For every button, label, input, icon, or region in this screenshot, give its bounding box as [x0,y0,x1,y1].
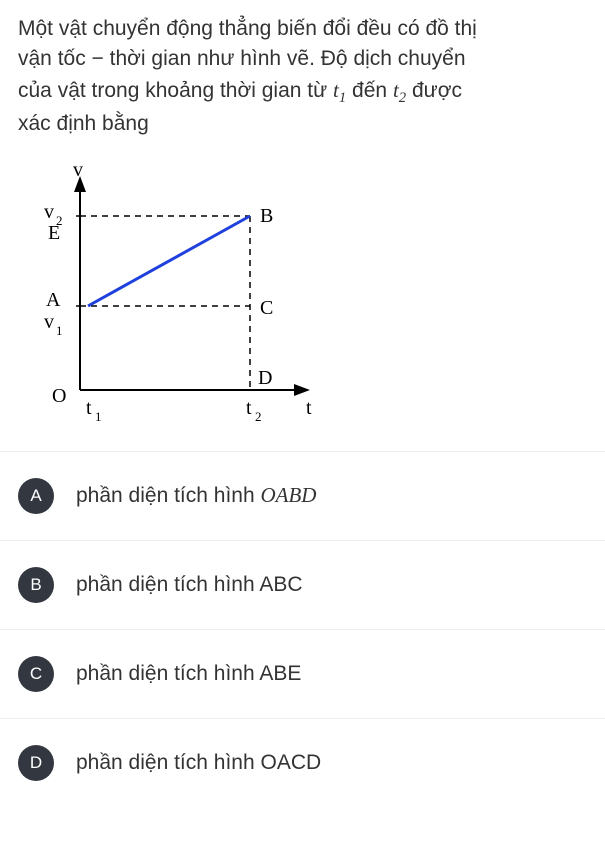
opt-a-prefix: phần diện tích hình [76,484,260,507]
q-line1: Một vật chuyển động thẳng biến đổi đều c… [18,17,477,40]
opt-a-shape: OABD [260,483,316,507]
opt-b-shape: ABC [259,573,302,596]
opt-d-prefix: phần diện tích hình [76,751,260,774]
option-text-c: phần diện tích hình ABE [76,662,301,686]
q-line3b: đến [346,79,393,102]
option-letter-b: B [18,567,54,603]
options-list: A phần diện tích hình OABD B phần diện t… [0,451,605,807]
q-line2: vận tốc − thời gian như hình vẽ. Độ dịch… [18,47,466,70]
option-letter-d: D [18,745,54,781]
q-line3a: của vật trong khoảng thời gian từ [18,79,333,102]
q-line4: xác định bằng [18,112,149,135]
svg-text:2: 2 [255,409,262,424]
svg-text:D: D [258,367,272,389]
svg-text:t: t [306,397,312,419]
option-text-d: phần diện tích hình OACD [76,751,321,775]
svg-text:v: v [44,311,54,333]
q-line3c: được [406,79,462,102]
svg-text:t: t [86,397,92,419]
svg-text:E: E [48,222,60,244]
opt-c-prefix: phần diện tích hình [76,662,259,685]
svg-text:v: v [44,201,54,223]
svg-text:B: B [260,205,273,227]
option-letter-c: C [18,656,54,692]
svg-text:v: v [73,159,83,181]
opt-c-shape: ABE [259,662,301,685]
option-d[interactable]: D phần diện tích hình OACD [0,718,605,807]
graph-container: vv2EAv1OBCDt1t2t [0,150,605,443]
option-text-a: phần diện tích hình OABD [76,483,316,508]
opt-d-shape: OACD [260,751,321,774]
svg-text:C: C [260,297,273,319]
option-c[interactable]: C phần diện tích hình ABE [0,629,605,718]
svg-text:A: A [46,289,61,311]
svg-text:t: t [246,397,252,419]
option-letter-a: A [18,478,54,514]
option-a[interactable]: A phần diện tích hình OABD [0,451,605,540]
svg-text:1: 1 [56,323,63,338]
svg-text:1: 1 [95,409,102,424]
velocity-time-graph: vv2EAv1OBCDt1t2t [18,158,328,438]
option-b[interactable]: B phần diện tích hình ABC [0,540,605,629]
option-text-b: phần diện tích hình ABC [76,573,303,597]
opt-b-prefix: phần diện tích hình [76,573,259,596]
svg-text:O: O [52,385,66,407]
question-text: Một vật chuyển động thẳng biến đổi đều c… [0,0,605,150]
